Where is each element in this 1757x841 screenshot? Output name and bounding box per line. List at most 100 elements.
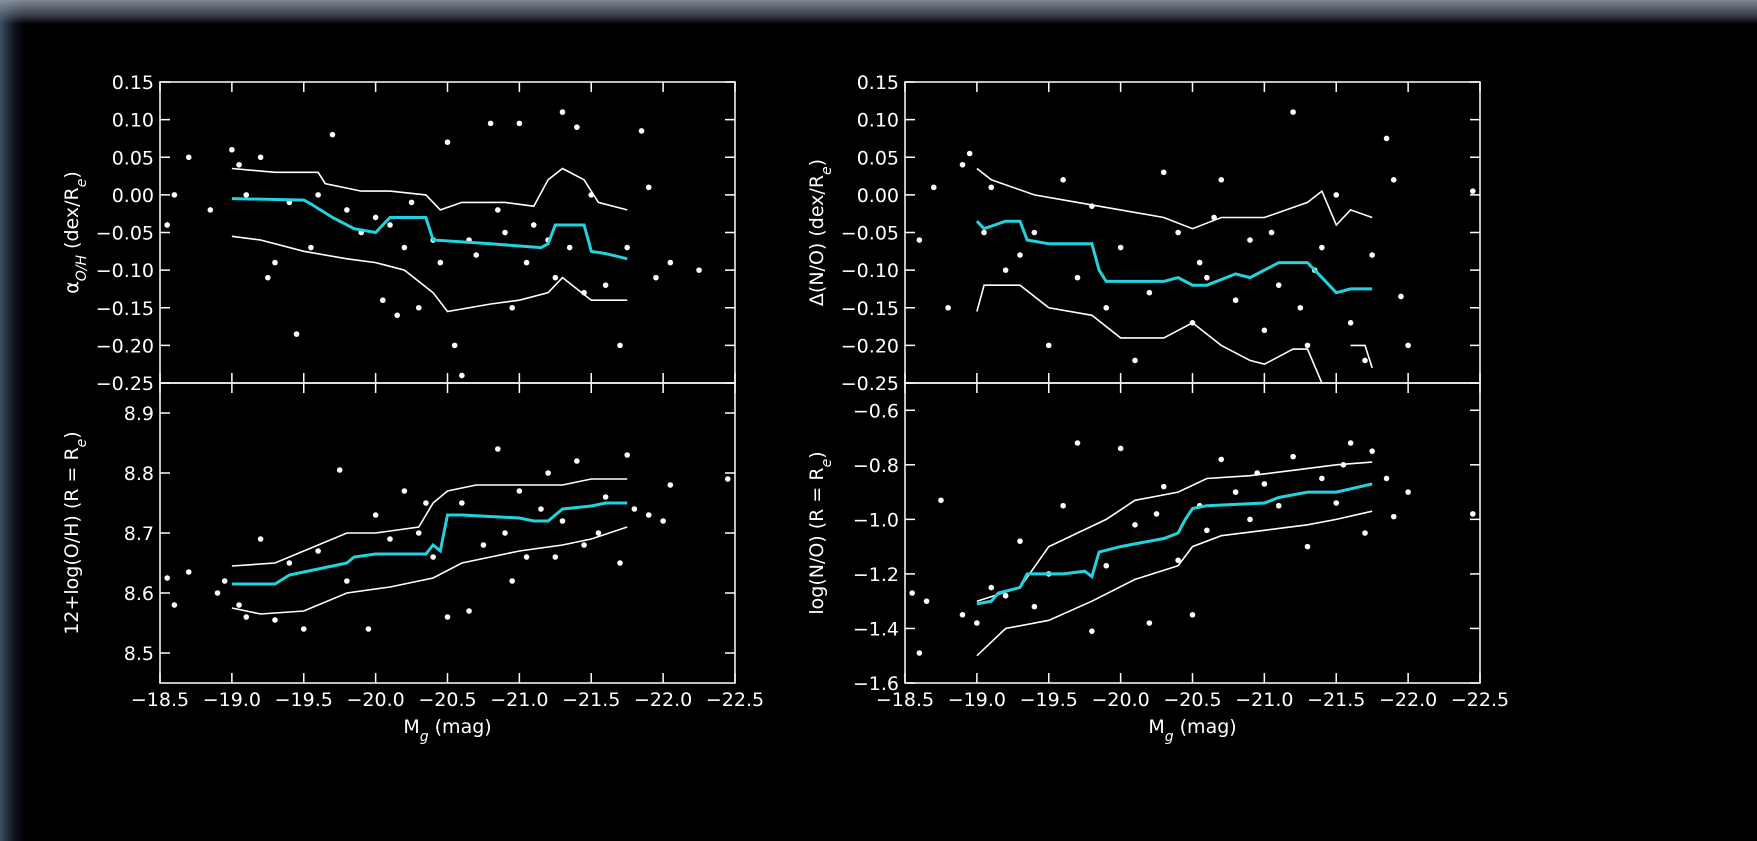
point (1290, 453, 1296, 460)
point (221, 578, 228, 584)
point (545, 470, 551, 476)
point (1297, 304, 1304, 311)
point (1089, 628, 1095, 634)
point (1290, 109, 1296, 115)
y-tick-label: 0.15 (112, 72, 154, 94)
y-tick-label: 0.00 (112, 185, 154, 207)
point (974, 620, 980, 626)
point (1405, 489, 1411, 495)
point (959, 612, 966, 618)
line (976, 284, 1373, 383)
y-tick-label: 8.6 (124, 583, 154, 605)
point (480, 542, 487, 548)
axes-frame (159, 382, 736, 684)
point (308, 244, 314, 251)
point (923, 598, 930, 604)
point (300, 626, 307, 632)
y-tick-label: −0.05 (841, 223, 899, 245)
y-axis-label-part: α (61, 281, 83, 294)
x-axis-label: Mg (mag) (1148, 716, 1236, 745)
point (1261, 327, 1268, 334)
point (938, 497, 944, 504)
point (365, 626, 372, 632)
point (236, 161, 242, 168)
point (1204, 274, 1210, 281)
y-tick-label: 8.9 (124, 403, 154, 425)
line (231, 501, 628, 586)
point (1175, 557, 1181, 564)
point (581, 542, 587, 548)
point (372, 214, 379, 221)
point (1117, 244, 1124, 251)
y-tick-label: 0.00 (857, 185, 899, 207)
y-tick-label: 0.10 (857, 110, 899, 132)
point (423, 500, 429, 506)
point (1002, 592, 1009, 599)
point (459, 500, 465, 506)
point (459, 372, 465, 379)
y-tick-label: −1.0 (853, 509, 899, 531)
point (401, 244, 408, 251)
y-tick-label: −0.10 (841, 260, 899, 282)
point (509, 304, 515, 311)
point (1060, 502, 1066, 509)
point (1103, 304, 1110, 311)
point (602, 494, 609, 500)
point (552, 274, 559, 281)
point (1362, 357, 1368, 364)
point (315, 548, 321, 554)
point (645, 512, 652, 518)
point (444, 139, 451, 145)
point (387, 222, 393, 228)
point (559, 109, 566, 115)
y-axis-label-part: (dex/R (61, 187, 83, 255)
point (502, 530, 508, 536)
x-tick-label: −22.0 (1379, 689, 1437, 711)
point (1211, 214, 1217, 221)
point (1189, 612, 1196, 618)
point (1383, 475, 1390, 482)
point (257, 154, 264, 161)
point (1031, 603, 1038, 610)
x-tick-label: −20.0 (1092, 689, 1150, 711)
point (495, 446, 501, 452)
y-axis-label-part: ) (61, 431, 83, 438)
line (231, 197, 628, 261)
x-axis-label-part: M (1148, 716, 1164, 738)
point (495, 207, 501, 213)
point (1175, 229, 1181, 236)
point (185, 569, 192, 575)
y-axis-label-part: ) (806, 451, 828, 458)
x-tick-label: −22.0 (634, 689, 692, 711)
y-axis-label-part: e (819, 459, 835, 468)
x-tick-label: −19.5 (1020, 689, 1078, 711)
y-tick-label: −0.20 (96, 335, 154, 357)
point (566, 244, 573, 251)
point (1362, 530, 1368, 536)
x-axis-label-part: (mag) (429, 716, 492, 738)
y-axis-label-part: ) (806, 159, 828, 166)
point (171, 192, 178, 198)
point (523, 259, 530, 266)
point (1369, 448, 1375, 454)
y-axis-label-part: ) (61, 171, 83, 178)
x-tick-label: −20.0 (347, 689, 405, 711)
y-tick-label: −1.2 (853, 564, 899, 586)
plot-area (916, 109, 1476, 383)
x-tick-label: −22.5 (706, 689, 764, 711)
line (976, 461, 1373, 602)
point (1074, 274, 1081, 281)
point (645, 184, 652, 191)
point (466, 608, 472, 614)
point (725, 476, 731, 482)
point (945, 304, 951, 311)
point (451, 342, 458, 349)
point (344, 207, 350, 213)
point (988, 584, 995, 591)
point (1268, 229, 1275, 236)
y-axis-label-part: O/H (74, 255, 90, 282)
point (696, 267, 702, 273)
point (214, 590, 221, 596)
y-tick-label: −0.15 (96, 298, 154, 320)
